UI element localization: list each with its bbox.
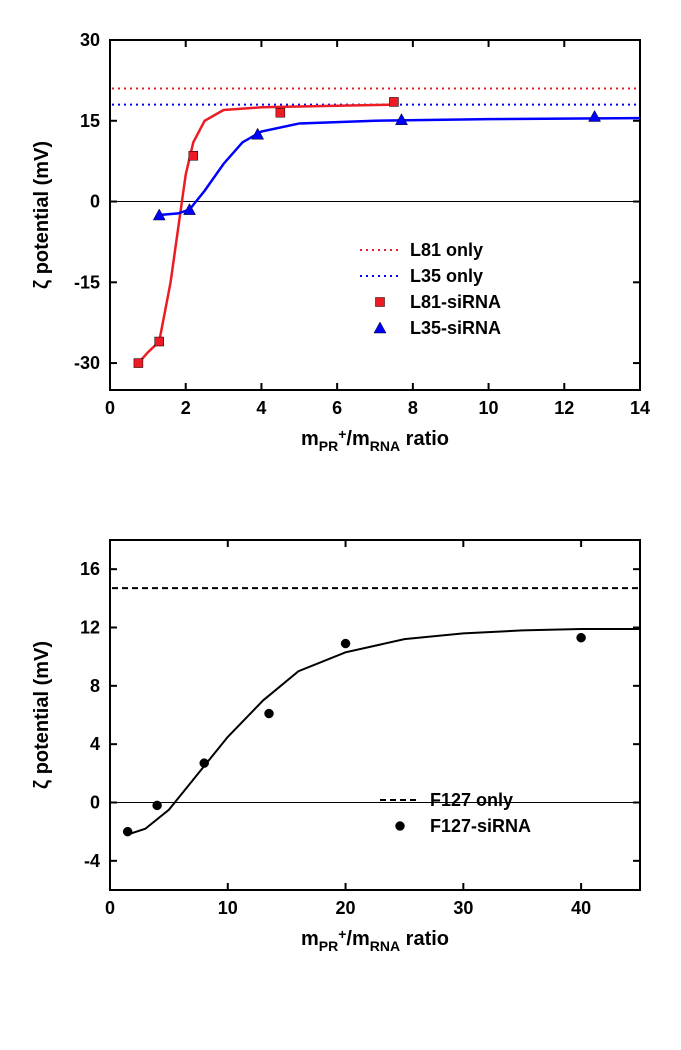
svg-text:-15: -15 — [74, 272, 100, 292]
svg-text:12: 12 — [554, 398, 574, 418]
svg-text:14: 14 — [630, 398, 650, 418]
svg-text:0: 0 — [105, 398, 115, 418]
svg-text:16: 16 — [80, 559, 100, 579]
svg-text:L35-siRNA: L35-siRNA — [410, 318, 501, 338]
chart-2: 0 10 20 30 40 -4 0 4 8 12 16 ζ potential (mV) mPR+/m… — [20, 520, 661, 980]
svg-text:30: 30 — [80, 30, 100, 50]
svg-text:6: 6 — [332, 398, 342, 418]
svg-text:0: 0 — [105, 898, 115, 918]
svg-text:10: 10 — [479, 398, 499, 418]
chart-1: 0 2 4 6 8 10 12 14 -30 -15 0 15 30 ζ potential (mV) mP… — [20, 20, 661, 480]
svg-text:40: 40 — [571, 898, 591, 918]
svg-text:ζ potential (mV): ζ potential (mV) — [31, 641, 53, 789]
svg-text:-4: -4 — [84, 851, 100, 871]
svg-text:30: 30 — [453, 898, 473, 918]
svg-text:-30: -30 — [74, 353, 100, 373]
svg-text:L81-siRNA: L81-siRNA — [410, 292, 501, 312]
svg-text:12: 12 — [80, 618, 100, 638]
svg-text:L81 only: L81 only — [410, 240, 483, 260]
svg-text:L35 only: L35 only — [410, 266, 483, 286]
svg-text:F127 only: F127 only — [430, 790, 513, 810]
svg-text:2: 2 — [181, 398, 191, 418]
svg-text:4: 4 — [90, 734, 100, 754]
svg-text:mPR+/mRNA ratio: mPR+/mRNA ratio — [301, 426, 449, 454]
svg-text:F127-siRNA: F127-siRNA — [430, 816, 531, 836]
svg-text:8: 8 — [90, 676, 100, 696]
svg-text:mPR+/mRNA ratio: mPR+/mRNA ratio — [301, 926, 449, 954]
svg-text:0: 0 — [90, 793, 100, 813]
svg-text:15: 15 — [80, 111, 100, 131]
chart-1-svg: 0 2 4 6 8 10 12 14 -30 -15 0 15 30 ζ potential (mV) mP… — [20, 20, 660, 480]
chart-2-svg: 0 10 20 30 40 -4 0 4 8 12 16 ζ potential (mV) mPR+/m… — [20, 520, 660, 980]
svg-text:ζ potential (mV): ζ potential (mV) — [31, 141, 53, 289]
svg-text:4: 4 — [256, 398, 266, 418]
svg-text:0: 0 — [90, 192, 100, 212]
svg-text:10: 10 — [218, 898, 238, 918]
svg-text:8: 8 — [408, 398, 418, 418]
svg-text:20: 20 — [336, 898, 356, 918]
